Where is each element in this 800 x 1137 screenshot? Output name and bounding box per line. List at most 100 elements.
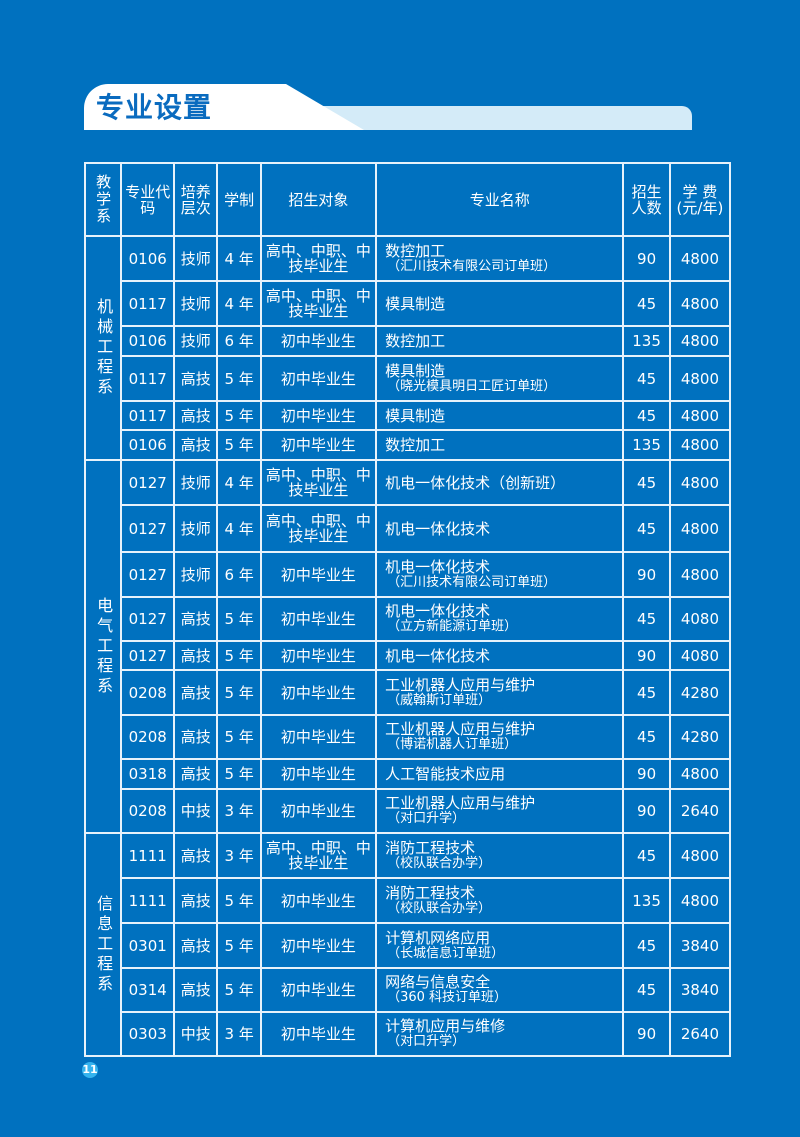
- target-cell: 高中、中职、中技毕业生: [259, 832, 378, 879]
- table-row: 信息工程系 1111 高技 3 年高中、中职、中技毕业生 消防工程技术 （校队联合办学） 4…: [83, 832, 732, 1057]
- duration-cell: 5 年: [216, 922, 262, 969]
- duration-cell: 5 年: [216, 967, 262, 1013]
- program-name: 数控加工: [385, 436, 446, 454]
- column-header: 学 费(元/年): [668, 162, 732, 237]
- target-cell: 初中毕业生: [259, 1011, 378, 1057]
- level-cell: 高技: [173, 355, 219, 402]
- table-row: 0117 高技 5 年初中毕业生 模具制造 45 4800: [85, 400, 732, 431]
- code-cell: 0127: [120, 640, 176, 671]
- duration-cell: 3 年: [216, 1011, 262, 1057]
- code-cell: 0301: [120, 922, 176, 969]
- code-cell: 0318: [120, 758, 176, 790]
- column-header: 培养层次: [173, 162, 219, 237]
- code-cell: 0127: [120, 596, 176, 642]
- fee-cell: 3840: [668, 922, 732, 969]
- level-cell: 中技: [173, 788, 219, 834]
- name-cell: 模具制造 （晓光模具明日工匠订单班）: [375, 355, 625, 402]
- program-table: 教学系 专业代码 培养层次 学制 招生对象 专业名称 招生人数学 费(元/年) 机械工程系 0…: [83, 162, 732, 1057]
- target-cell: 初中毕业生: [259, 551, 378, 598]
- program-note: （校队联合办学）: [387, 855, 492, 871]
- quota-cell: 45: [622, 669, 671, 716]
- program-name: 人工智能技术应用: [385, 765, 506, 783]
- table-row: 0127 高技 5 年初中毕业生 机电一体化技术 （立方新能源订单班） 45 4080: [85, 596, 732, 642]
- name-cell: 工业机器人应用与维护 （博诺机器人订单班）: [375, 714, 625, 760]
- program-name: 机电一体化技术: [385, 602, 491, 620]
- target-cell: 初中毕业生: [259, 640, 378, 671]
- target-cell: 初中毕业生: [259, 877, 378, 924]
- quota-cell: 45: [622, 596, 671, 642]
- target-cell: 初中毕业生: [259, 758, 378, 790]
- duration-cell: 5 年: [216, 758, 262, 790]
- name-cell: 消防工程技术 （校队联合办学）: [375, 877, 625, 924]
- name-cell: 计算机应用与维修 （对口升学）: [375, 1011, 625, 1057]
- quota-cell: 45: [622, 967, 671, 1013]
- code-cell: 0127: [120, 551, 176, 598]
- program-name: 机电一体化技术（创新班）: [385, 473, 566, 492]
- level-cell: 高技: [173, 400, 219, 431]
- duration-cell: 6 年: [216, 325, 262, 357]
- program-note: （汇川技术有限公司订单班）: [387, 574, 557, 590]
- fee-cell: 4800: [668, 429, 732, 461]
- level-cell: 高技: [173, 429, 219, 461]
- code-cell: 0117: [120, 400, 176, 431]
- name-cell: 消防工程技术 （校队联合办学）: [375, 832, 625, 879]
- program-note: （360 科技订单班）: [387, 990, 508, 1005]
- table-row: 0106 技师 6 年初中毕业生 数控加工 135 4800: [85, 325, 732, 357]
- target-cell: 初中毕业生: [259, 325, 378, 357]
- name-cell: 工业机器人应用与维护 （对口升学）: [375, 788, 625, 834]
- target-cell: 初中毕业生: [259, 355, 378, 402]
- code-cell: 0314: [120, 967, 176, 1013]
- quota-cell: 45: [622, 922, 671, 969]
- level-cell: 高技: [173, 877, 219, 924]
- code-cell: 1111: [120, 832, 176, 879]
- quota-cell: 90: [622, 788, 671, 834]
- level-cell: 高技: [173, 922, 219, 969]
- program-note: （校队联合办学）: [387, 900, 492, 916]
- department-cell: 信息工程系: [83, 832, 123, 1057]
- fee-cell: 4800: [668, 459, 732, 506]
- quota-cell: 135: [622, 325, 671, 357]
- level-cell: 技师: [173, 459, 219, 506]
- level-cell: 高技: [173, 640, 219, 671]
- level-cell: 高技: [173, 832, 219, 879]
- target-cell: 初中毕业生: [259, 922, 378, 969]
- program-name: 机电一体化技术: [385, 557, 491, 576]
- program-name: 工业机器人应用与维护: [385, 675, 536, 694]
- name-cell: 模具制造: [375, 400, 625, 431]
- duration-cell: 4 年: [216, 504, 262, 553]
- target-cell: 初中毕业生: [259, 596, 378, 642]
- target-cell: 初中毕业生: [259, 400, 378, 431]
- duration-cell: 4 年: [216, 280, 262, 327]
- fee-cell: 4280: [668, 714, 732, 760]
- table-row: 0208 高技 5 年初中毕业生 工业机器人应用与维护 （威翰斯订单班） 45 4280: [85, 669, 732, 716]
- level-cell: 中技: [173, 1011, 219, 1057]
- program-name: 消防工程技术: [385, 883, 476, 902]
- name-cell: 网络与信息安全 （360 科技订单班）: [375, 967, 625, 1013]
- target-cell: 高中、中职、中技毕业生: [259, 459, 378, 506]
- program-name: 计算机应用与维修: [385, 1017, 506, 1035]
- level-cell: 高技: [173, 669, 219, 716]
- quota-cell: 90: [622, 758, 671, 790]
- quota-cell: 90: [622, 640, 671, 671]
- program-name: 数控加工: [385, 332, 446, 350]
- target-cell: 初中毕业生: [259, 669, 378, 716]
- program-note: （长城信息订单班）: [387, 945, 505, 961]
- code-cell: 0208: [120, 669, 176, 716]
- table-row: 0106 高技 5 年初中毕业生 数控加工 135 4800: [85, 429, 732, 461]
- program-name: 模具制造: [385, 294, 446, 313]
- quota-cell: 45: [622, 400, 671, 431]
- fee-cell: 4080: [668, 596, 732, 642]
- code-cell: 0208: [120, 788, 176, 834]
- level-cell: 技师: [173, 235, 219, 282]
- fee-cell: 4800: [668, 832, 732, 879]
- duration-cell: 5 年: [216, 640, 262, 671]
- duration-cell: 5 年: [216, 714, 262, 760]
- duration-cell: 5 年: [216, 877, 262, 924]
- name-cell: 机电一体化技术（创新班）: [375, 459, 625, 506]
- program-name: 消防工程技术: [385, 838, 476, 857]
- code-cell: 0303: [120, 1011, 176, 1057]
- level-cell: 技师: [173, 504, 219, 553]
- fee-cell: 4800: [668, 758, 732, 790]
- table-row: 0318 高技 5 年初中毕业生 人工智能技术应用 90 4800: [85, 758, 732, 790]
- table-row: 0208 高技 5 年初中毕业生 工业机器人应用与维护 （博诺机器人订单班） 45 4280: [85, 714, 732, 760]
